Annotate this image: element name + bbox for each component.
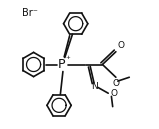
Text: O: O xyxy=(111,89,118,98)
Text: O: O xyxy=(118,41,125,50)
Text: O: O xyxy=(112,79,119,88)
Text: ⁺: ⁺ xyxy=(65,55,70,64)
Text: P: P xyxy=(58,58,65,71)
Text: Br⁻: Br⁻ xyxy=(22,9,38,18)
Text: N: N xyxy=(91,82,98,91)
